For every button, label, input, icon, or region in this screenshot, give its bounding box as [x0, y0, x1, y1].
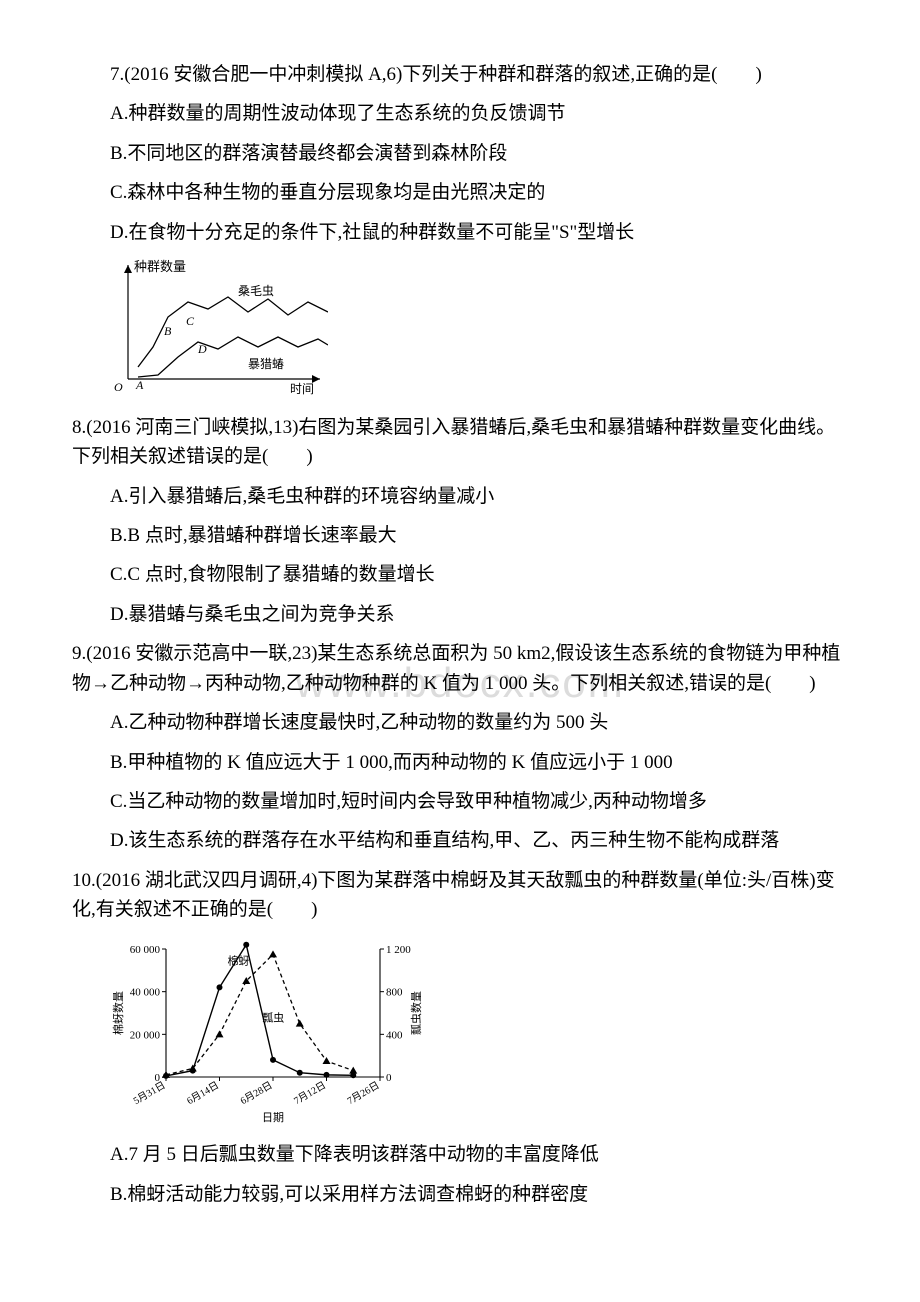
q8-option-c: C.C 点时,食物限制了暴猎蝽的数量增长	[72, 560, 848, 589]
q8-stem-text: 8.(2016 河南三门峡模拟,13)右图为某桑园引入暴猎蝽后,桑毛虫和暴猎蝽种…	[72, 417, 835, 467]
figure-2: 020 00040 00060 00004008001 2005月31日6月14…	[108, 935, 848, 1134]
svg-text:5月31日: 5月31日	[131, 1079, 167, 1107]
q9-option-d: D.该生态系统的群落存在水平结构和垂直结构,甲、乙、丙三种生物不能构成群落	[72, 826, 848, 855]
q8-option-d: D.暴猎蝽与桑毛虫之间为竞争关系	[72, 600, 848, 629]
q9-stem-text: 9.(2016 安徽示范高中一联,23)某生态系统总面积为 50 km2,假设该…	[72, 643, 840, 693]
svg-text:A: A	[135, 378, 144, 392]
svg-text:20 000: 20 000	[130, 1029, 161, 1041]
svg-text:6月28日: 6月28日	[238, 1079, 274, 1107]
svg-text:800: 800	[386, 986, 403, 998]
q9-option-c: C.当乙种动物的数量增加时,短时间内会导致甲种植物减少,丙种动物增多	[72, 787, 848, 816]
q8-option-b: B.B 点时,暴猎蝽种群增长速率最大	[72, 521, 848, 550]
svg-text:7月26日: 7月26日	[345, 1079, 381, 1107]
q7-option-c: C.森林中各种生物的垂直分层现象均是由光照决定的	[72, 178, 848, 207]
svg-text:40 000: 40 000	[130, 986, 161, 998]
svg-text:C: C	[186, 314, 195, 328]
svg-text:暴猎蝽: 暴猎蝽	[248, 356, 284, 371]
svg-text:6月14日: 6月14日	[185, 1079, 221, 1107]
q7-option-a: A.种群数量的周期性波动体现了生态系统的负反馈调节	[72, 99, 848, 128]
q10-stem: 10.(2016 湖北武汉四月调研,4)下图为某群落中棉蚜及其天敌瓢虫的种群数量…	[72, 866, 848, 925]
svg-text:瓢虫数量: 瓢虫数量	[410, 991, 423, 1035]
svg-text:棉蚜数量: 棉蚜数量	[111, 991, 125, 1035]
figure-1: 种群数量时间 OA BCD 桑毛虫暴猎蝽	[108, 257, 848, 406]
svg-text:O: O	[114, 380, 123, 394]
q7-stem: 7.(2016 安徽合肥一中冲刺模拟 A,6)下列关于种群和群落的叙述,正确的是…	[72, 60, 848, 89]
q9-option-a: A.乙种动物种群增长速度最快时,乙种动物的数量约为 500 头	[72, 708, 848, 737]
svg-text:日期: 日期	[262, 1111, 284, 1124]
svg-text:60 000: 60 000	[130, 944, 161, 956]
svg-text:桑毛虫: 桑毛虫	[238, 284, 274, 298]
svg-text:瓢虫: 瓢虫	[262, 1011, 284, 1024]
svg-text:1 200: 1 200	[386, 944, 411, 956]
svg-text:棉蚜: 棉蚜	[228, 953, 250, 967]
svg-text:B: B	[164, 324, 172, 338]
svg-text:种群数量: 种群数量	[134, 259, 186, 274]
q8-option-a: A.引入暴猎蝽后,桑毛虫种群的环境容纳量减小	[72, 482, 848, 511]
q10-option-b: B.棉蚜活动能力较弱,可以采用样方法调查棉蚜的种群密度	[72, 1180, 848, 1209]
q9-stem: 9.(2016 安徽示范高中一联,23)某生态系统总面积为 50 km2,假设该…	[72, 639, 848, 698]
q8-stem: 8.(2016 河南三门峡模拟,13)右图为某桑园引入暴猎蝽后,桑毛虫和暴猎蝽种…	[72, 413, 848, 472]
q10-option-a: A.7 月 5 日后瓢虫数量下降表明该群落中动物的丰富度降低	[72, 1140, 848, 1169]
svg-text:时间: 时间	[290, 382, 314, 396]
svg-text:D: D	[197, 342, 207, 356]
svg-text:0: 0	[386, 1072, 392, 1084]
svg-text:7月12日: 7月12日	[292, 1079, 328, 1107]
q9-option-b: B.甲种植物的 K 值应远大于 1 000,而丙种动物的 K 值应远小于 1 0…	[72, 748, 848, 777]
q7-option-b: B.不同地区的群落演替最终都会演替到森林阶段	[72, 139, 848, 168]
svg-text:400: 400	[386, 1029, 403, 1041]
q10-stem-text: 10.(2016 湖北武汉四月调研,4)下图为某群落中棉蚜及其天敌瓢虫的种群数量…	[72, 870, 835, 920]
q7-option-d: D.在食物十分充足的条件下,社鼠的种群数量不可能呈"S"型增长	[72, 218, 848, 247]
